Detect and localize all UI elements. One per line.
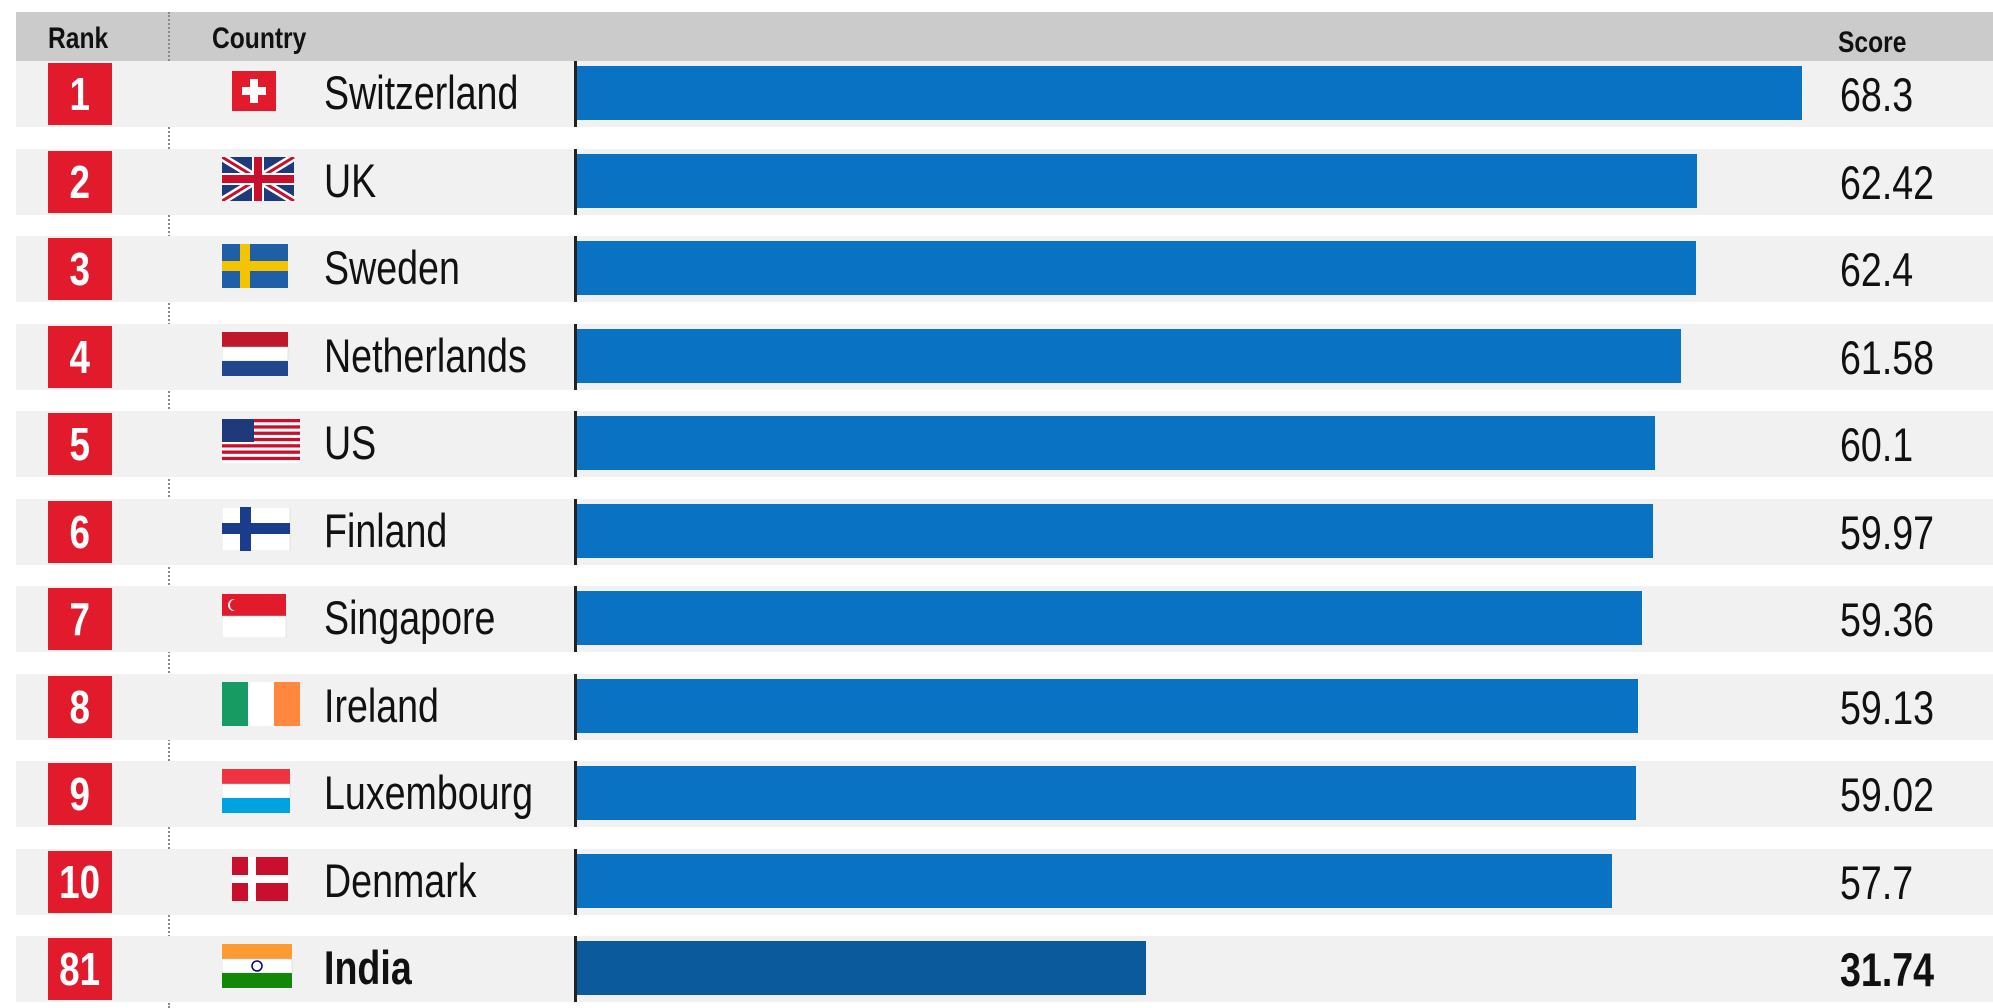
bar-baseline bbox=[574, 761, 577, 827]
rank-number: 10 bbox=[59, 855, 101, 908]
rank-badge: 5 bbox=[48, 413, 112, 475]
bar-baseline bbox=[574, 411, 577, 477]
score-label: 62.4 bbox=[1840, 243, 1914, 296]
bar bbox=[577, 941, 1147, 995]
rank-number: 9 bbox=[69, 768, 91, 820]
bar bbox=[577, 678, 1638, 733]
score-label: 59.13 bbox=[1840, 680, 1935, 734]
rank-badge: 8 bbox=[48, 675, 112, 738]
uk-flag bbox=[219, 153, 297, 204]
bar-baseline bbox=[574, 848, 577, 915]
bar-baseline bbox=[574, 323, 577, 390]
rank-number: 81 bbox=[59, 943, 101, 995]
bar-baseline bbox=[574, 936, 577, 1002]
bar bbox=[577, 416, 1655, 470]
country-label: Finland bbox=[324, 503, 448, 557]
rank-badge: 2 bbox=[48, 150, 112, 213]
rank-column-header: Rank bbox=[48, 22, 109, 55]
score-label: 61.58 bbox=[1840, 330, 1935, 384]
score-label: 59.97 bbox=[1840, 505, 1935, 559]
bar bbox=[577, 591, 1642, 645]
rank-number: 3 bbox=[69, 243, 91, 295]
score-label: 57.7 bbox=[1840, 855, 1914, 909]
rank-number: 8 bbox=[69, 680, 91, 733]
bar bbox=[577, 66, 1802, 120]
country-column-header: Country bbox=[212, 22, 307, 55]
bar bbox=[577, 503, 1653, 558]
rank-number: 1 bbox=[69, 68, 91, 120]
rank-number: 2 bbox=[69, 155, 91, 208]
netherlands-flag bbox=[221, 331, 294, 376]
bar bbox=[577, 241, 1697, 295]
country-label: Luxembourg bbox=[324, 766, 534, 819]
rank-number: 6 bbox=[69, 505, 91, 558]
bar-baseline bbox=[574, 498, 577, 565]
score-label: 59.02 bbox=[1840, 768, 1935, 821]
rank-badge: 3 bbox=[48, 238, 112, 300]
bar bbox=[577, 328, 1682, 383]
country-label: Singapore bbox=[324, 591, 496, 644]
country-label: Ireland bbox=[324, 678, 439, 732]
rank-badge: 7 bbox=[48, 588, 112, 650]
country-label: Denmark bbox=[324, 853, 477, 907]
bar-baseline bbox=[574, 586, 577, 652]
country-label: UK bbox=[324, 153, 377, 207]
singapore-flag bbox=[221, 594, 294, 639]
score-label: 31.74 bbox=[1840, 943, 1935, 996]
finland-flag bbox=[221, 506, 294, 551]
bar bbox=[577, 153, 1697, 208]
country-label: India bbox=[324, 941, 412, 994]
india-flag bbox=[221, 944, 294, 988]
rank-number: 4 bbox=[69, 330, 91, 383]
sweden-flag bbox=[222, 244, 294, 288]
country-label: Sweden bbox=[324, 241, 460, 294]
rank-number: 7 bbox=[69, 593, 91, 645]
header-bar bbox=[16, 12, 1993, 66]
rank-badge: 9 bbox=[48, 763, 112, 825]
rank-badge: 1 bbox=[48, 63, 112, 125]
country-label: Netherlands bbox=[324, 328, 527, 382]
score-label: 62.42 bbox=[1840, 155, 1935, 209]
bar-baseline bbox=[574, 673, 577, 740]
switzerland-flag bbox=[222, 69, 294, 113]
rank-badge: 10 bbox=[48, 850, 112, 913]
score-label: 68.3 bbox=[1840, 68, 1914, 121]
score-label: 60.1 bbox=[1840, 418, 1914, 471]
rank-badge: 6 bbox=[48, 500, 112, 563]
score-column-header: Score bbox=[1838, 26, 1907, 59]
bar bbox=[577, 766, 1636, 820]
bar bbox=[577, 853, 1612, 908]
us-flag bbox=[222, 419, 300, 463]
bar-baseline bbox=[574, 148, 577, 215]
denmark-flag bbox=[222, 856, 294, 901]
rank-badge: 4 bbox=[48, 325, 112, 388]
bar-baseline bbox=[574, 61, 577, 127]
rank-badge: 81 bbox=[48, 938, 112, 1000]
ireland-flag bbox=[222, 681, 300, 726]
luxembourg-flag bbox=[221, 769, 294, 813]
country-label: US bbox=[324, 416, 377, 469]
rank-number: 5 bbox=[69, 418, 91, 470]
score-label: 59.36 bbox=[1840, 593, 1935, 646]
bar-baseline bbox=[574, 236, 577, 302]
country-label: Switzerland bbox=[324, 66, 519, 119]
